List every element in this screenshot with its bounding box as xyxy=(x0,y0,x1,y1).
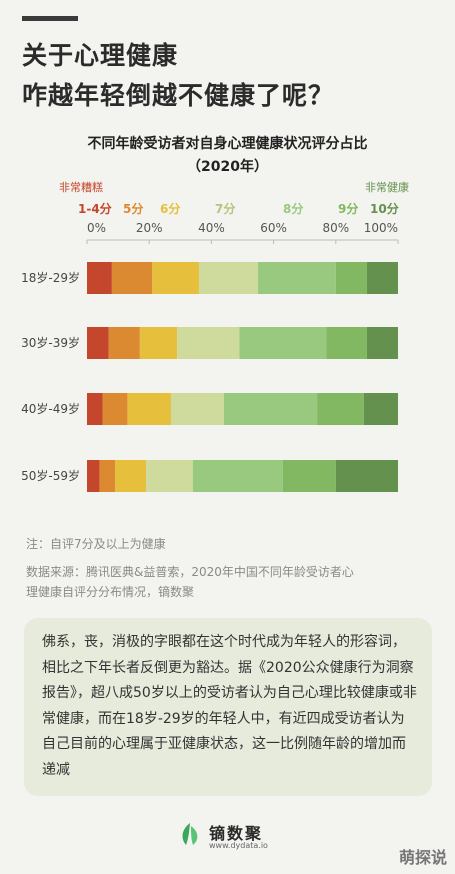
x-tick-label: 0% xyxy=(87,221,106,235)
bar-segment xyxy=(177,327,240,359)
source-line-2: 理健康自评分分布情况，镝数聚 xyxy=(26,585,195,599)
footnote: 注：自评7分及以上为健康 xyxy=(26,537,166,551)
bar-segment xyxy=(223,393,318,425)
headline-line-1: 关于心理健康 xyxy=(22,41,179,70)
bar-segment xyxy=(152,262,199,294)
legend-item-10: 10分 xyxy=(370,202,399,216)
bar-segment xyxy=(198,262,259,294)
source-line-1: 数据来源：腾讯医典&益普索，2020年中国不同年龄受访者心 xyxy=(26,565,354,579)
bar-segment xyxy=(366,327,398,359)
x-tick-label: 100% xyxy=(364,221,398,235)
y-category-label: 30岁-39岁 xyxy=(21,335,80,350)
legend-low-label: 非常糟糕 xyxy=(59,181,103,194)
bar-segment xyxy=(87,327,109,359)
bar-segment xyxy=(170,393,224,425)
y-category-label: 18岁-29岁 xyxy=(21,270,80,285)
bar-segment xyxy=(317,393,364,425)
x-tick-label: 40% xyxy=(198,221,225,235)
legend-item-5: 5分 xyxy=(123,202,144,216)
bar-segment xyxy=(258,262,336,294)
bar-segment xyxy=(87,460,100,492)
bar-segment xyxy=(114,460,147,492)
legend-item-8: 8分 xyxy=(283,202,304,216)
accent-bar xyxy=(22,16,78,21)
bar-segment xyxy=(239,327,327,359)
bar-segment xyxy=(366,262,398,294)
bar-segment xyxy=(139,327,178,359)
logo-url: www.dydata.io xyxy=(209,841,268,850)
bar-segment xyxy=(87,262,112,294)
y-category-label: 50岁-59岁 xyxy=(21,468,80,483)
headline-line-2: 咋越年轻倒越不健康了呢？ xyxy=(22,81,335,110)
legend-item-6: 6分 xyxy=(160,202,181,216)
bar-segment xyxy=(111,262,153,294)
watermark: 萌探说 xyxy=(398,848,447,867)
chart-title: 不同年龄受访者对自身心理健康状况评分占比 xyxy=(87,136,368,152)
chart-subtitle: （2020年） xyxy=(187,159,268,175)
bar-segment xyxy=(102,393,128,425)
bar-segment xyxy=(108,327,140,359)
leaf-icon xyxy=(182,823,198,845)
x-tick-label: 20% xyxy=(136,221,163,235)
bar-segment xyxy=(335,460,398,492)
logo-name: 镝数聚 xyxy=(209,824,264,843)
legend-item-9: 9分 xyxy=(338,202,359,216)
commentary-box: 佛系，丧，消极的字眼都在这个时代成为年轻人的形容词，相比之下年长者反倒更为豁达。… xyxy=(24,618,432,796)
x-tick-label: 80% xyxy=(322,221,349,235)
bar-segment xyxy=(192,460,283,492)
legend-item-1-4: 1-4分 xyxy=(78,202,112,216)
legend-item-7: 7分 xyxy=(215,202,236,216)
bar-segment xyxy=(326,327,367,359)
y-category-label: 40岁-49岁 xyxy=(21,401,80,416)
bar-segment xyxy=(99,460,115,492)
stacked-bar-chart: 0% 20% 40% 60% 80% 100% 18岁-29岁 30岁-39岁 40岁-49岁 5… xyxy=(21,221,399,492)
bar-segment xyxy=(87,393,103,425)
legend-high-label: 非常健康 xyxy=(365,181,409,194)
bar-segment xyxy=(335,262,367,294)
bar-segment xyxy=(127,393,171,425)
bar-segment xyxy=(146,460,193,492)
bar-segment xyxy=(282,460,336,492)
commentary-text: 佛系，丧，消极的字眼都在这个时代成为年轻人的形容词，相比之下年长者反倒更为豁达。… xyxy=(42,634,417,778)
bar-segment xyxy=(363,393,398,425)
x-tick-label: 60% xyxy=(260,221,287,235)
